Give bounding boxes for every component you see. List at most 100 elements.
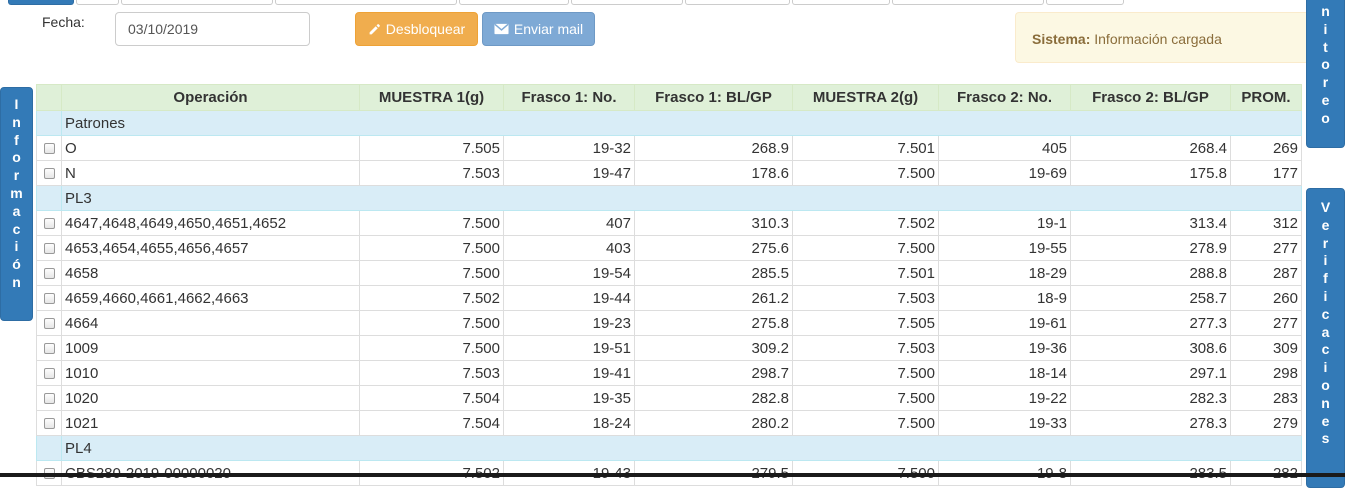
table-row[interactable]: 4653,4654,4655,4656,4657 7.500 403 275.6 7.5… — [36, 235, 1302, 261]
side-tab-letter: e — [1321, 412, 1330, 429]
row-select-cell — [36, 360, 62, 386]
row-checkbox[interactable] — [43, 343, 55, 355]
top-tab[interactable] — [571, 0, 683, 5]
row-checkbox[interactable] — [43, 368, 55, 380]
side-tab-letter: i — [14, 238, 19, 255]
table-row[interactable]: 1009 7.500 19-51 309.2 7.503 19-36 308.6 309 — [36, 335, 1302, 361]
side-tab-letter: i — [1323, 252, 1328, 269]
value-cell: 7.505 — [359, 135, 504, 161]
top-tab[interactable] — [1046, 0, 1124, 5]
value-cell: 298.7 — [634, 360, 793, 386]
side-tab-letter: o — [1321, 56, 1330, 73]
top-tab[interactable] — [459, 0, 569, 5]
operation-cell: 4658 — [61, 260, 360, 286]
value-cell: 282.8 — [634, 385, 793, 411]
side-tab-letter: n — [1321, 3, 1330, 19]
value-cell: 275.8 — [634, 310, 793, 336]
value-cell: 7.505 — [792, 310, 939, 336]
column-header[interactable]: MUESTRA 1(g) — [359, 84, 504, 111]
value-cell: 19-36 — [938, 335, 1071, 361]
top-tab[interactable] — [275, 0, 457, 5]
operation-cell: N — [61, 160, 360, 186]
value-cell: 278.3 — [1070, 410, 1231, 436]
row-select-cell — [36, 285, 62, 311]
value-cell: 178.6 — [634, 160, 793, 186]
row-select-cell — [36, 260, 62, 286]
value-cell: 405 — [938, 135, 1071, 161]
column-header[interactable]: Frasco 1: BL/GP — [634, 84, 793, 111]
row-select-cell — [36, 160, 62, 186]
value-cell: 19-32 — [503, 135, 635, 161]
side-tab-letter: c — [1321, 341, 1330, 358]
top-tab[interactable] — [685, 0, 790, 5]
value-cell: 18-29 — [938, 260, 1071, 286]
side-tab-letter: n — [1321, 394, 1330, 411]
row-checkbox[interactable] — [43, 268, 55, 280]
value-cell: 258.7 — [1070, 285, 1231, 311]
side-tab-letter: r — [13, 167, 20, 184]
row-checkbox[interactable] — [43, 393, 55, 405]
value-cell: 19-23 — [503, 310, 635, 336]
table-row[interactable]: 1021 7.504 18-24 280.2 7.500 19-33 278.3 279 — [36, 410, 1302, 436]
side-tab-letter: i — [1323, 287, 1328, 304]
value-cell: 309.2 — [634, 335, 793, 361]
side-tab-letter: a — [12, 202, 21, 219]
column-header[interactable]: Operación — [61, 84, 360, 111]
value-cell: 298 — [1230, 360, 1302, 386]
value-cell: 285.5 — [634, 260, 793, 286]
value-cell: 280.2 — [634, 410, 793, 436]
row-select-cell — [36, 235, 62, 261]
value-cell: 19-41 — [503, 360, 635, 386]
value-cell: 7.504 — [359, 385, 504, 411]
row-checkbox[interactable] — [43, 318, 55, 330]
row-checkbox[interactable] — [43, 293, 55, 305]
value-cell: 7.504 — [359, 410, 504, 436]
side-tab-letter: n — [12, 273, 21, 290]
value-cell: 277 — [1230, 235, 1302, 261]
value-cell: 261.2 — [634, 285, 793, 311]
date-input[interactable] — [115, 12, 310, 46]
operation-cell: 4664 — [61, 310, 360, 336]
value-cell: 19-61 — [938, 310, 1071, 336]
value-cell: 7.503 — [792, 285, 939, 311]
column-header[interactable]: Frasco 2: No. — [938, 84, 1071, 111]
table-row[interactable]: 4647,4648,4649,4650,4651,4652 7.500 407 310… — [36, 210, 1302, 236]
value-cell: 7.500 — [359, 210, 504, 236]
table-row[interactable]: 4664 7.500 19-23 275.8 7.505 19-61 277.3 277 — [36, 310, 1302, 336]
column-header[interactable]: MUESTRA 2(g) — [792, 84, 939, 111]
table-row[interactable]: N 7.503 19-47 178.6 7.500 19-69 175.8 177 — [36, 160, 1302, 186]
table-row[interactable]: 1010 7.503 19-41 298.7 7.500 18-14 297.1 298 — [36, 360, 1302, 386]
table-row[interactable]: O 7.505 19-32 268.9 7.501 405 268.4 269 — [36, 135, 1302, 161]
row-checkbox[interactable] — [43, 243, 55, 255]
top-tab[interactable] — [76, 0, 119, 5]
side-tab-letter: f — [1323, 270, 1328, 287]
top-tab[interactable] — [8, 0, 74, 5]
row-checkbox[interactable] — [43, 143, 55, 155]
top-tab[interactable] — [892, 0, 1044, 5]
value-cell: 277 — [1230, 310, 1302, 336]
table-row[interactable]: 1020 7.504 19-35 282.8 7.500 19-22 282.3 283 — [36, 385, 1302, 411]
send-mail-button[interactable]: Enviar mail — [482, 12, 595, 46]
unlock-button[interactable]: Desbloquear — [355, 12, 478, 46]
side-tab-letter: V — [1320, 199, 1331, 215]
value-cell: 18-24 — [503, 410, 635, 436]
row-checkbox[interactable] — [43, 418, 55, 430]
row-checkbox[interactable] — [43, 168, 55, 180]
system-alert: Sistema: Información cargada — [1015, 12, 1345, 63]
top-tab[interactable] — [121, 0, 273, 5]
row-select-cell — [36, 385, 62, 411]
value-cell: 288.8 — [1070, 260, 1231, 286]
horizontal-scrollbar[interactable] — [0, 473, 1345, 477]
column-header[interactable]: Frasco 1: No. — [503, 84, 635, 111]
value-cell: 177 — [1230, 160, 1302, 186]
column-header[interactable]: PROM. — [1230, 84, 1302, 111]
operation-cell: 4659,4660,4661,4662,4663 — [61, 285, 360, 311]
row-checkbox[interactable] — [43, 218, 55, 230]
table-row[interactable]: 4658 7.500 19-54 285.5 7.501 18-29 288.8 287 — [36, 260, 1302, 286]
column-header[interactable]: Frasco 2: BL/GP — [1070, 84, 1231, 111]
table-row[interactable]: 4659,4660,4661,4662,4663 7.502 19-44 261.2 7… — [36, 285, 1302, 311]
top-tab[interactable] — [792, 0, 890, 5]
